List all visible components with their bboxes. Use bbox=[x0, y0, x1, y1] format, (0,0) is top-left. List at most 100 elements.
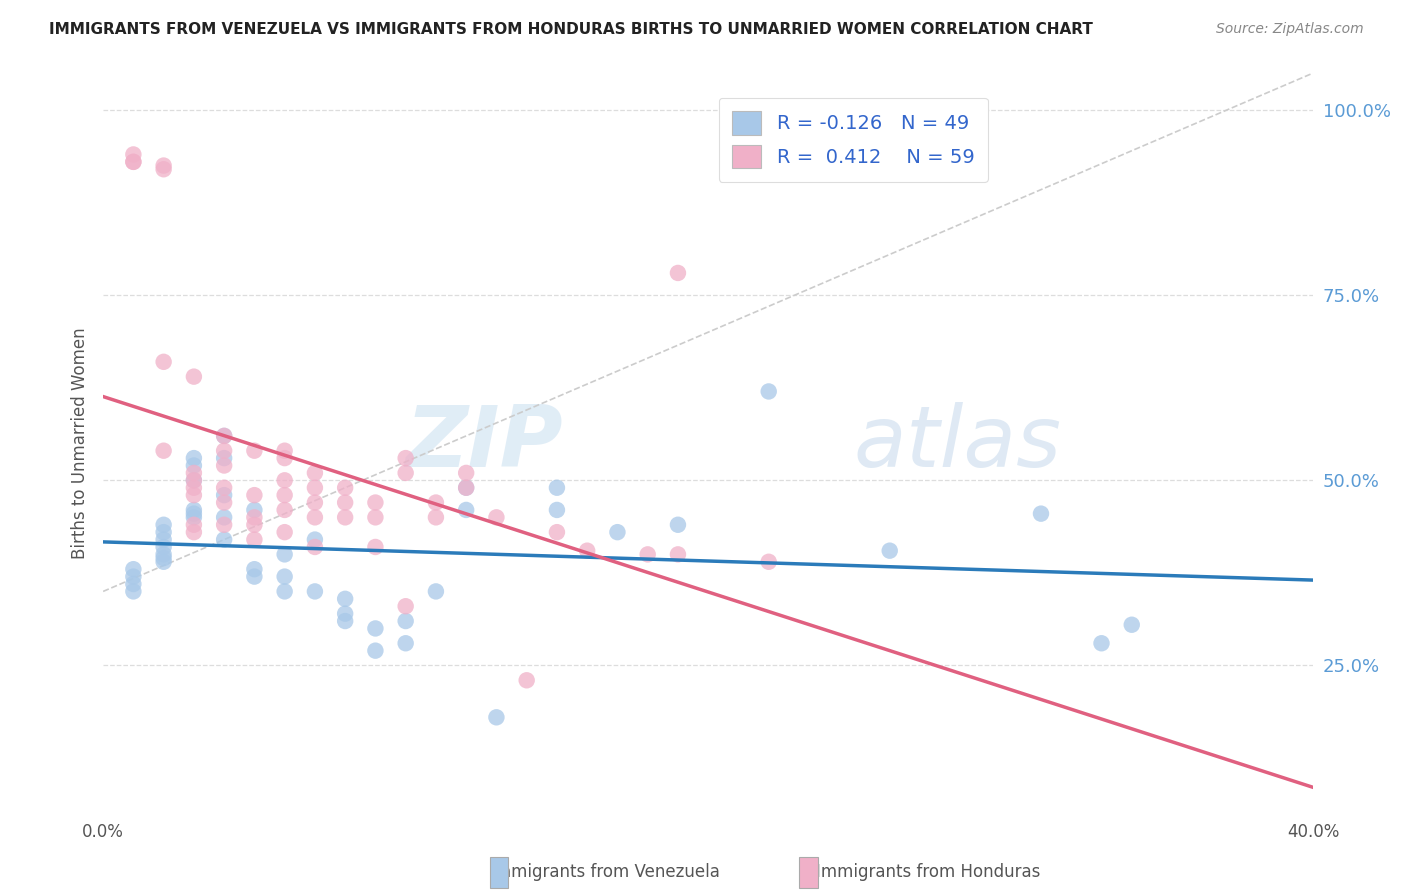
Point bbox=[212, 495, 235, 509]
Point bbox=[1121, 617, 1143, 632]
Point bbox=[183, 473, 205, 487]
Point bbox=[333, 591, 356, 606]
Point bbox=[879, 543, 901, 558]
Point bbox=[304, 540, 326, 554]
Point bbox=[183, 466, 205, 480]
Point bbox=[425, 510, 447, 524]
Point bbox=[1029, 507, 1052, 521]
Point bbox=[637, 548, 659, 562]
Point bbox=[243, 510, 266, 524]
Point bbox=[606, 525, 628, 540]
Point bbox=[273, 569, 295, 583]
Point bbox=[304, 533, 326, 547]
Point bbox=[152, 555, 174, 569]
Point bbox=[183, 481, 205, 495]
Point bbox=[152, 533, 174, 547]
Point bbox=[243, 533, 266, 547]
Point bbox=[425, 495, 447, 509]
Point bbox=[273, 443, 295, 458]
Point bbox=[152, 162, 174, 177]
Point bbox=[122, 569, 145, 583]
Point bbox=[243, 488, 266, 502]
Y-axis label: Births to Unmarried Women: Births to Unmarried Women bbox=[72, 327, 89, 559]
Point bbox=[183, 451, 205, 466]
Point bbox=[456, 481, 478, 495]
Point bbox=[395, 466, 418, 480]
Point bbox=[546, 503, 568, 517]
Text: Immigrants from Venezuela: Immigrants from Venezuela bbox=[489, 863, 720, 881]
Point bbox=[304, 481, 326, 495]
Point bbox=[183, 525, 205, 540]
Text: atlas: atlas bbox=[853, 401, 1062, 484]
Point bbox=[212, 510, 235, 524]
Point bbox=[333, 481, 356, 495]
Point bbox=[304, 466, 326, 480]
Point bbox=[364, 510, 387, 524]
Point bbox=[546, 525, 568, 540]
Point bbox=[273, 584, 295, 599]
Point bbox=[212, 451, 235, 466]
Point bbox=[758, 384, 780, 399]
Point bbox=[122, 562, 145, 576]
Point bbox=[183, 503, 205, 517]
Point bbox=[546, 481, 568, 495]
Point bbox=[485, 710, 508, 724]
Point bbox=[183, 369, 205, 384]
Point bbox=[183, 517, 205, 532]
Text: Immigrants from Honduras: Immigrants from Honduras bbox=[815, 863, 1040, 881]
Point bbox=[122, 154, 145, 169]
Point bbox=[152, 355, 174, 369]
Point bbox=[273, 548, 295, 562]
Point bbox=[666, 266, 689, 280]
Point bbox=[152, 517, 174, 532]
Point bbox=[333, 510, 356, 524]
Point bbox=[576, 543, 599, 558]
Point bbox=[152, 443, 174, 458]
Point bbox=[273, 525, 295, 540]
Point bbox=[183, 458, 205, 473]
Point bbox=[456, 466, 478, 480]
Point bbox=[212, 429, 235, 443]
Point bbox=[152, 548, 174, 562]
Point bbox=[1090, 636, 1112, 650]
Point bbox=[364, 643, 387, 657]
Point bbox=[212, 488, 235, 502]
Point bbox=[212, 517, 235, 532]
Point bbox=[364, 495, 387, 509]
Point bbox=[333, 607, 356, 621]
Point bbox=[212, 458, 235, 473]
Text: ZIP: ZIP bbox=[405, 401, 562, 484]
Point bbox=[183, 510, 205, 524]
Point bbox=[364, 622, 387, 636]
Point bbox=[364, 540, 387, 554]
Point bbox=[333, 614, 356, 628]
Point bbox=[243, 569, 266, 583]
Point bbox=[516, 673, 538, 688]
Text: IMMIGRANTS FROM VENEZUELA VS IMMIGRANTS FROM HONDURAS BIRTHS TO UNMARRIED WOMEN : IMMIGRANTS FROM VENEZUELA VS IMMIGRANTS … bbox=[49, 22, 1092, 37]
Point bbox=[122, 584, 145, 599]
Point bbox=[395, 451, 418, 466]
Point bbox=[183, 507, 205, 521]
Point bbox=[304, 510, 326, 524]
Point bbox=[152, 540, 174, 554]
Point bbox=[456, 503, 478, 517]
Point bbox=[666, 548, 689, 562]
Point bbox=[273, 473, 295, 487]
Point bbox=[183, 473, 205, 487]
Point bbox=[243, 443, 266, 458]
Point bbox=[425, 584, 447, 599]
Point bbox=[212, 429, 235, 443]
Text: Source: ZipAtlas.com: Source: ZipAtlas.com bbox=[1216, 22, 1364, 37]
Point bbox=[122, 147, 145, 161]
Point bbox=[152, 159, 174, 173]
Point bbox=[395, 599, 418, 614]
Point bbox=[395, 614, 418, 628]
Point bbox=[456, 481, 478, 495]
Point bbox=[333, 495, 356, 509]
Point bbox=[152, 551, 174, 566]
Point bbox=[243, 503, 266, 517]
Point bbox=[273, 488, 295, 502]
Point bbox=[152, 525, 174, 540]
Point bbox=[212, 443, 235, 458]
Point bbox=[758, 555, 780, 569]
